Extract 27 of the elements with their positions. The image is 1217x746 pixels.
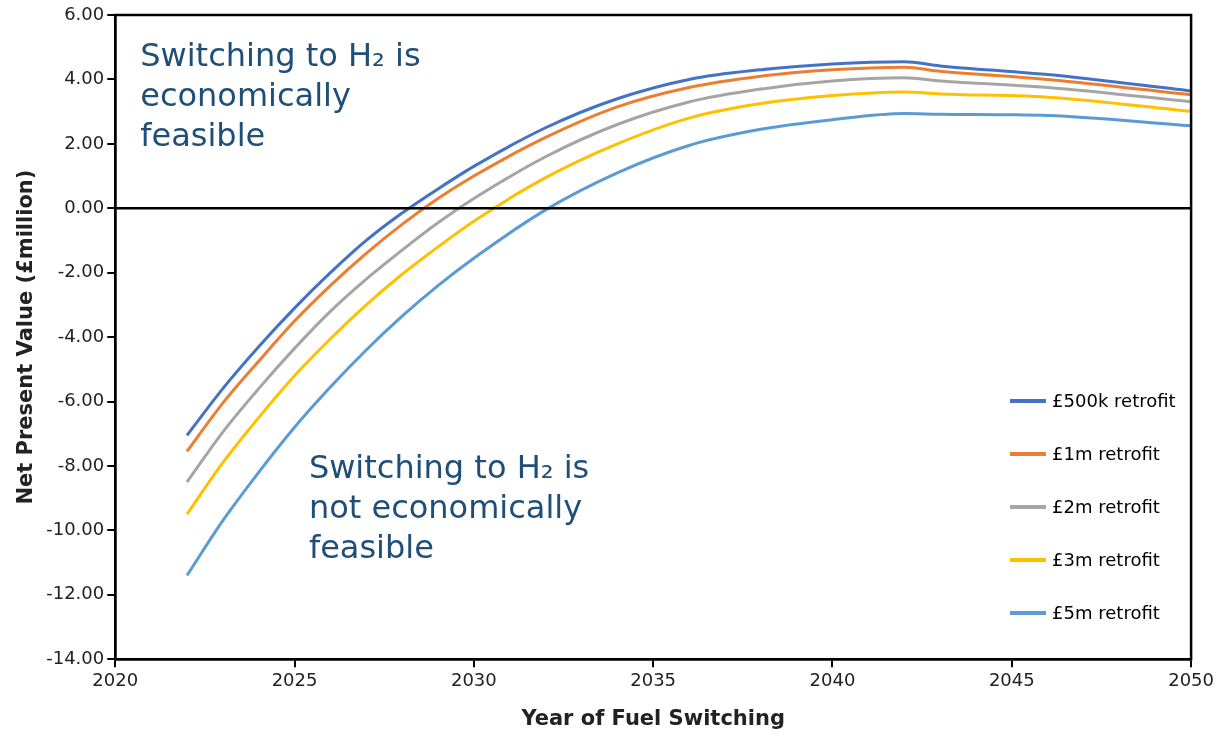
x-axis-title: Year of Fuel Switching — [520, 705, 785, 730]
y-tick-label: 0.00 — [64, 195, 105, 217]
legend-label: £3m retrofit — [1052, 549, 1160, 571]
x-tick-label: 2035 — [630, 668, 677, 690]
x-tick-label: 2025 — [271, 668, 318, 690]
y-tick-label: -12.00 — [46, 582, 105, 604]
y-tick-label: 2.00 — [64, 131, 105, 153]
y-axis-title: Net Present Value (£million) — [13, 169, 38, 505]
legend-label: £2m retrofit — [1052, 496, 1160, 518]
y-tick-label: -4.00 — [57, 324, 105, 346]
y-tick-label: -8.00 — [57, 453, 105, 475]
x-tick-label: 2030 — [450, 668, 497, 690]
x-tick-label: 2020 — [92, 668, 139, 690]
y-tick-label: -10.00 — [46, 518, 105, 540]
annotation: Switching to H₂ is economically feasible — [140, 35, 422, 155]
x-tick-label: 2050 — [1168, 668, 1214, 690]
legend-label: £5m retrofit — [1052, 602, 1160, 624]
x-tick-label: 2045 — [988, 668, 1035, 690]
legend-label: £1m retrofit — [1052, 443, 1160, 465]
y-tick-label: 6.00 — [64, 2, 105, 24]
annotation: Switching to H₂ is not economically feasible — [308, 446, 591, 567]
y-tick-label: -2.00 — [57, 260, 105, 282]
legend-label: £500k retrofit — [1052, 390, 1176, 412]
y-tick-label: -14.00 — [46, 646, 105, 668]
y-tick-label: -6.00 — [57, 389, 105, 411]
x-tick-label: 2040 — [809, 668, 856, 690]
y-tick-label: 4.00 — [64, 67, 105, 89]
